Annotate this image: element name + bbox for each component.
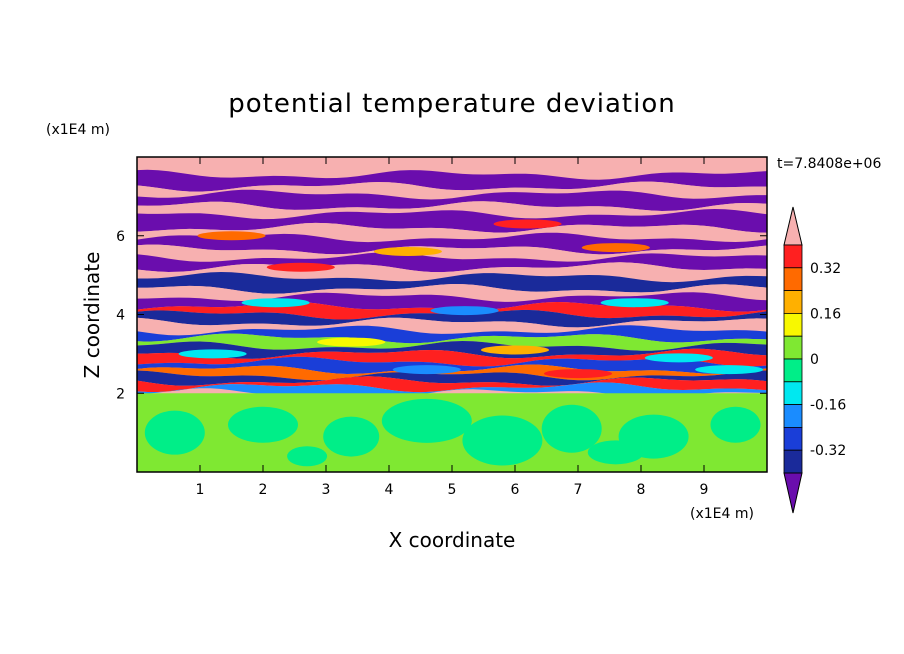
field-accent [493,219,562,229]
colorbar-extend-bottom [783,472,803,514]
field-band [137,189,767,211]
field-band [137,356,767,374]
colorbar-label: 0 [810,352,819,368]
field-band [137,348,767,367]
field-band [137,376,767,393]
colorbar-segment [783,426,803,451]
y-unit-label: (x1E4 m) [46,122,110,138]
field-accent [241,298,310,308]
colorbar: 0.32 0.16 0 -0.16 -0.32 [783,206,846,514]
field-band [137,325,767,344]
field-band [137,292,767,312]
colorbar-segment [783,404,803,428]
field-accent [392,365,461,375]
colorbar-segment [783,312,803,337]
field-band [137,284,767,302]
field-accent [178,349,247,359]
field-band [137,272,767,294]
field-accent [266,262,335,272]
field-accent [430,306,499,316]
field-accent [197,231,266,241]
mixed-layer-eddy [541,404,602,453]
field-accent [581,243,650,253]
mixed-layer-eddy [710,406,761,443]
field-accent [600,298,669,308]
field-band [137,244,767,262]
field-accent [373,247,442,256]
mixed-layer-eddy [462,415,543,466]
x-axis: 1 2 3 4 5 6 7 8 9 [196,157,709,498]
field-band [137,222,767,243]
field-band [137,181,767,200]
mixed-layer-eddy [587,440,644,465]
field-accent [481,345,549,355]
mixed-layer-eddy [323,416,380,457]
chart-title: potential temperature deviation [228,89,675,119]
colorbar-segment [783,244,803,269]
field-band [137,169,767,192]
x-tick-label: 6 [511,482,520,498]
x-tick-label: 3 [322,482,331,498]
field-band [137,163,767,180]
field-band [137,209,767,233]
colorbar-segment [783,335,803,360]
colorbar-segment [783,267,803,291]
colorbar-segment [783,381,803,405]
field-band [137,317,767,336]
field-band [137,252,767,273]
mixed-layer-eddy [228,406,298,443]
time-label: t=7.8408e+06 [777,156,881,172]
colorbar-extend-top [783,206,803,246]
field-band [137,309,767,328]
field-accent [317,337,386,347]
x-tick-label: 2 [259,482,268,498]
plot-area [137,157,767,472]
field-band [137,333,767,351]
y-tick-label: 6 [116,229,125,245]
mixed-layer-eddy [287,446,328,467]
colorbar-segment [783,290,803,314]
x-tick-label: 4 [385,482,394,498]
field-accent [695,365,764,375]
mixed-layer-eddy [381,398,472,443]
field-band [137,370,767,386]
x-tick-label: 7 [574,482,583,498]
x-tick-label: 1 [196,482,205,498]
x-tick-label: 9 [700,482,709,498]
colorbar-label: 0.16 [810,306,841,322]
colorbar-label: 0.32 [810,261,841,277]
x-tick-label: 5 [448,482,457,498]
mixed-layer-eddy [144,410,205,455]
field-accent [544,369,612,379]
colorbar-segment [783,449,803,474]
y-tick-label: 2 [116,386,125,402]
colorbar-label: -0.32 [810,443,846,459]
y-tick-label: 4 [116,308,125,324]
x-axis-label: X coordinate [389,528,516,552]
field-accent [644,353,713,363]
x-unit-label: (x1E4 m) [690,506,754,522]
x-tick-label: 8 [637,482,646,498]
colorbar-label: -0.16 [810,398,846,414]
field-band [137,341,767,359]
colorbar-segment [783,358,803,383]
y-axis-label: Z coordinate [80,252,104,379]
y-axis: 2 4 6 [116,229,767,402]
field-band [137,201,767,220]
